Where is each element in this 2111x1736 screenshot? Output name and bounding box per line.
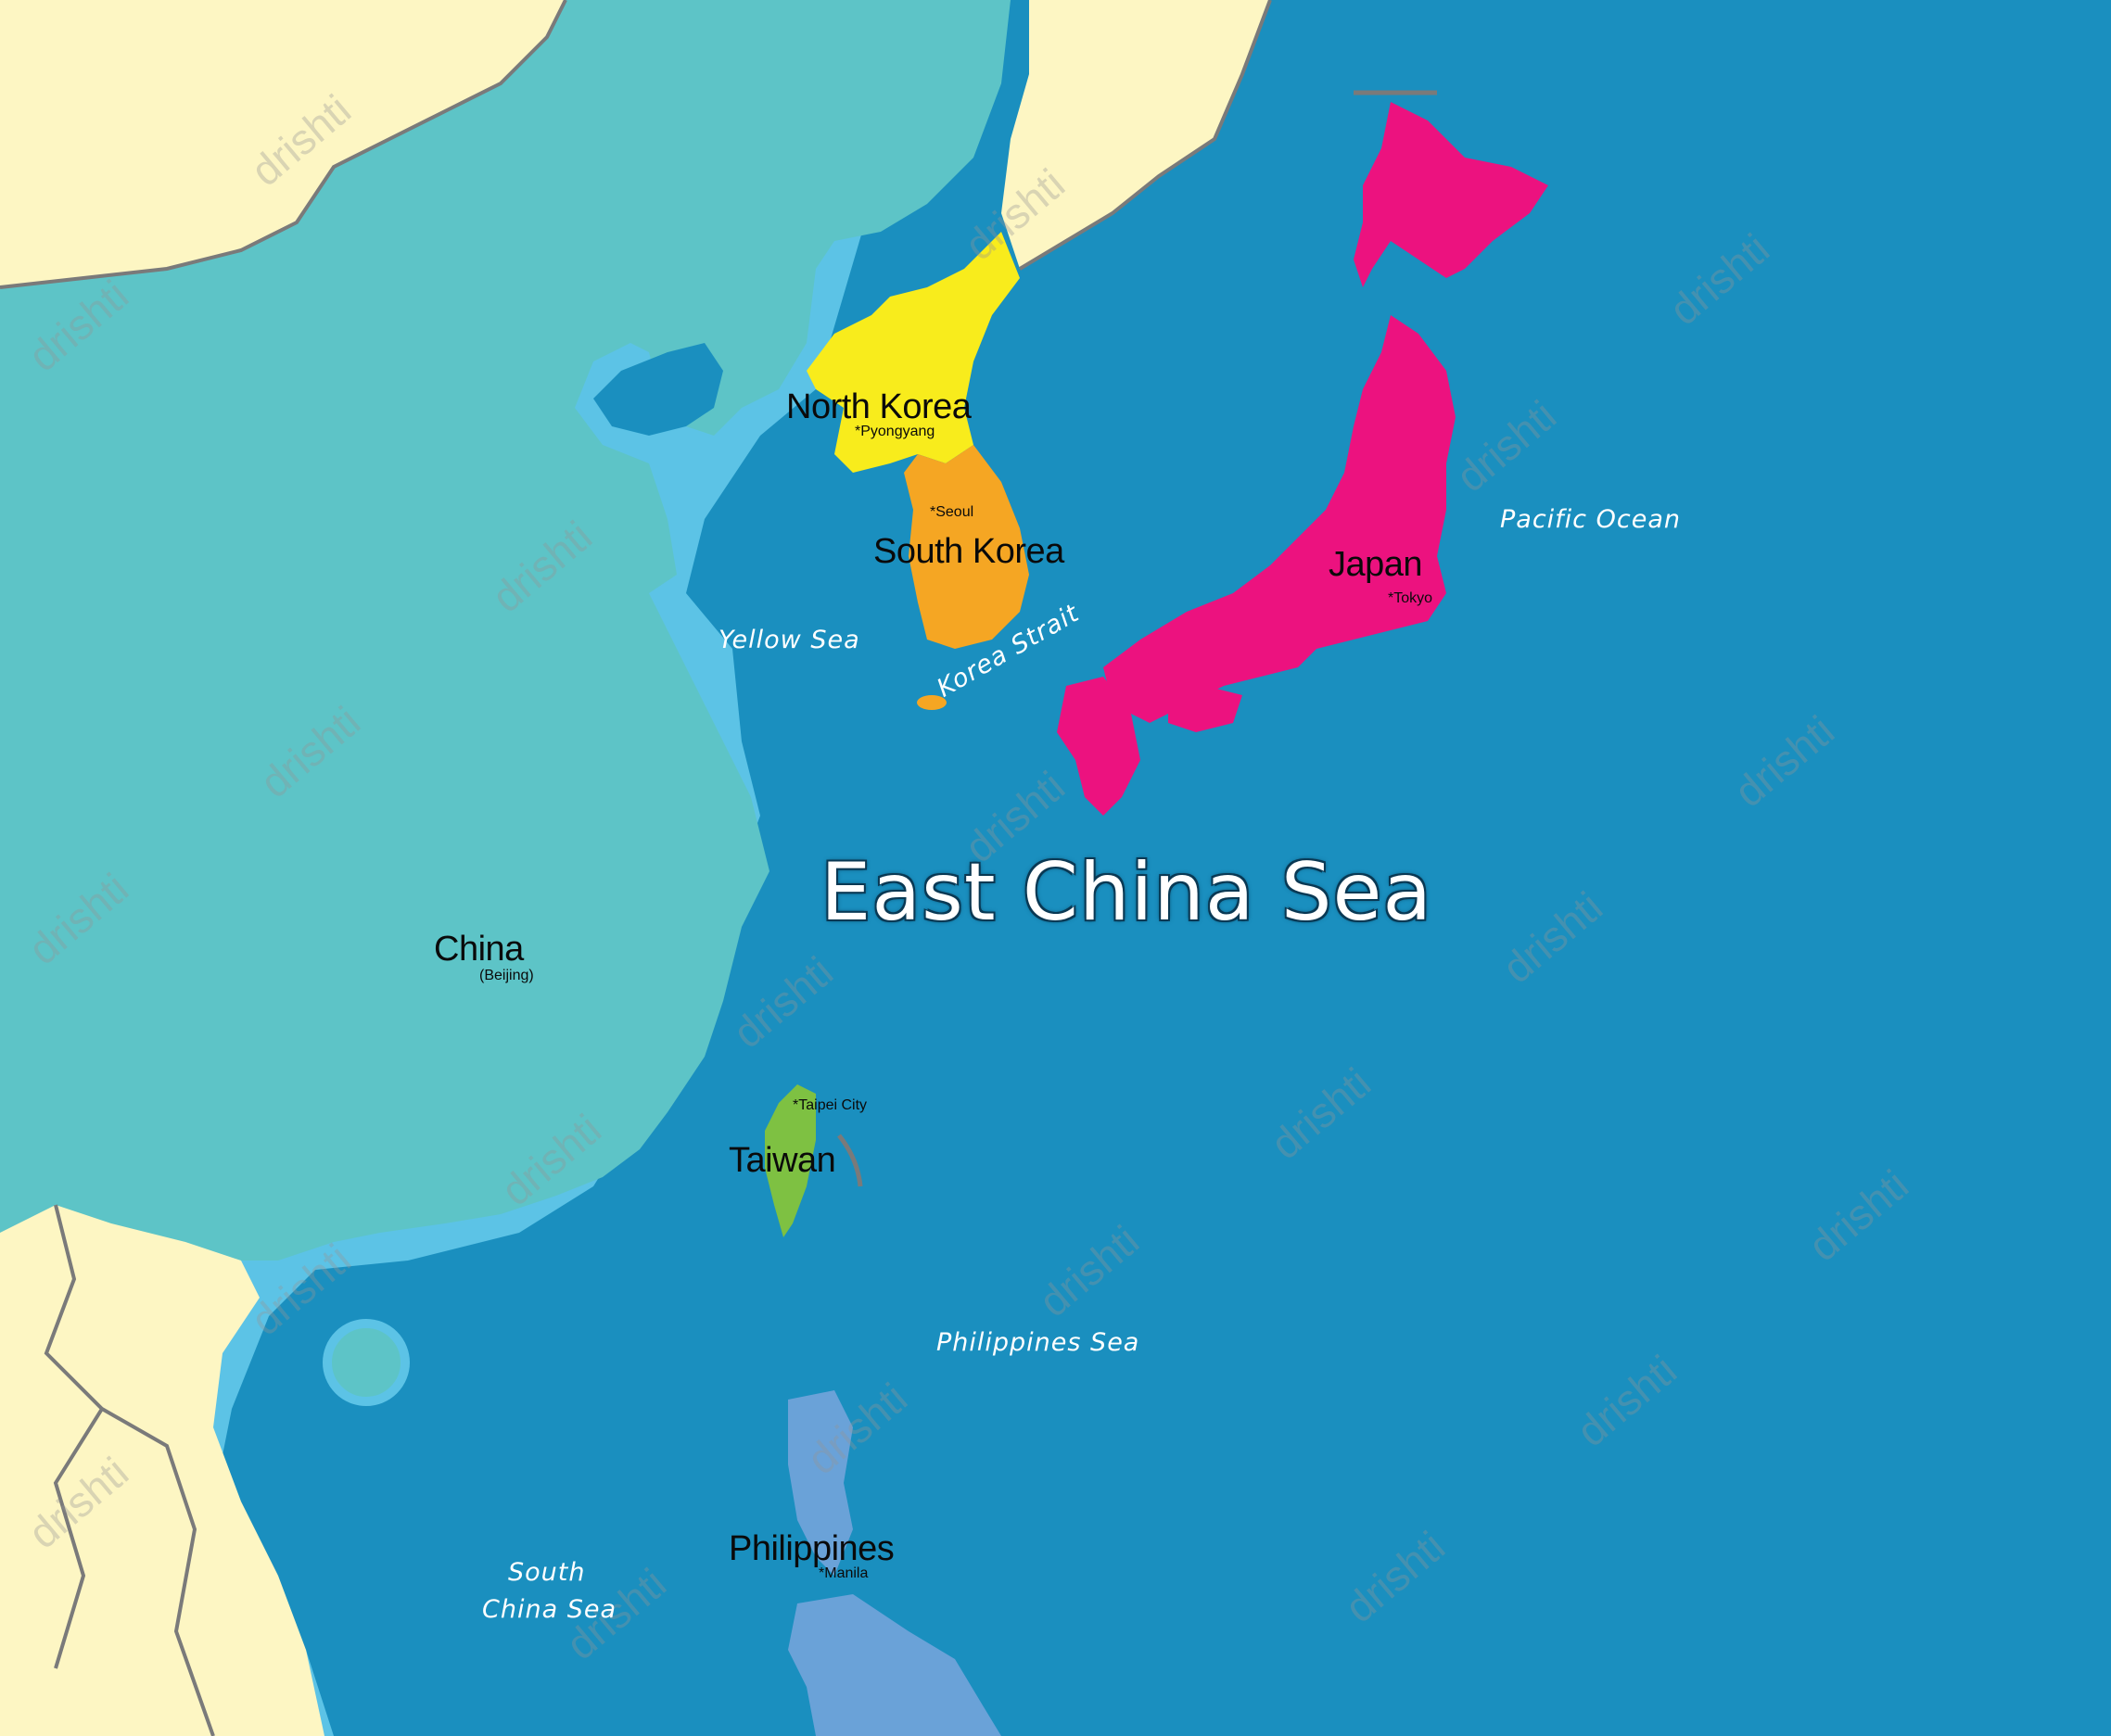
japan-kyushu — [1057, 677, 1140, 816]
south-korea-label: South Korea — [873, 532, 1064, 571]
north-korea-shape — [807, 232, 1020, 473]
capital-marker: * — [1388, 590, 1394, 606]
hainan-island — [323, 1319, 410, 1406]
seoul-label: *Seoul — [930, 505, 973, 520]
south-china-sea-label-line2: China Sea — [482, 1595, 617, 1624]
japan-honshu — [1103, 315, 1456, 723]
southeast-asia-borders — [44, 1204, 215, 1736]
yellow-sea-label: Yellow Sea — [719, 626, 860, 654]
pyongyang-label: *Pyongyang — [855, 424, 935, 439]
taipei-label: *Taipei City — [793, 1098, 867, 1113]
southeast-asia-landmass — [0, 1205, 324, 1736]
philippines-label: Philippines — [729, 1529, 895, 1568]
pacific-ocean-label: Pacific Ocean — [1500, 505, 1681, 534]
north-korea-label: North Korea — [786, 387, 972, 426]
manila-label: *Manila — [819, 1566, 868, 1581]
taiwan-label: Taiwan — [729, 1141, 836, 1180]
bohai-bay — [593, 343, 723, 436]
northeast-border — [1018, 0, 1272, 271]
map-title: East China Sea — [820, 846, 1433, 939]
china-landmass — [0, 0, 1011, 1261]
taipei-name: Taipei City — [798, 1097, 868, 1113]
south-china-sea-label-line1: South — [508, 1558, 586, 1587]
northwest-border — [0, 0, 567, 289]
philippines-luzon — [788, 1390, 853, 1576]
beijing-label: (Beijing) — [479, 968, 534, 983]
seoul-name: Seoul — [935, 504, 974, 520]
tokyo-label: *Tokyo — [1388, 591, 1432, 606]
capital-marker: * — [819, 1565, 825, 1581]
philippines-visayas — [788, 1594, 1001, 1736]
russia-landmass — [1001, 0, 1270, 269]
capital-marker: * — [855, 424, 861, 439]
mongolia-landmass — [0, 0, 566, 287]
capital-marker: * — [930, 504, 936, 520]
south-korea-shape — [904, 445, 1029, 649]
japan-shikoku — [1168, 686, 1242, 732]
japan-label: Japan — [1329, 545, 1423, 584]
pyongyang-name: Pyongyang — [860, 424, 935, 439]
china-label: China — [434, 930, 524, 969]
tokyo-name: Tokyo — [1393, 590, 1433, 606]
taiwan-shape — [765, 1084, 816, 1237]
manila-name: Manila — [824, 1565, 869, 1581]
dispute-marker — [837, 1134, 863, 1187]
capital-marker: * — [793, 1097, 799, 1113]
japan-hokkaido — [1354, 102, 1548, 287]
philippines-sea-label: Philippines Sea — [936, 1328, 1140, 1357]
jeju-island — [917, 695, 947, 710]
